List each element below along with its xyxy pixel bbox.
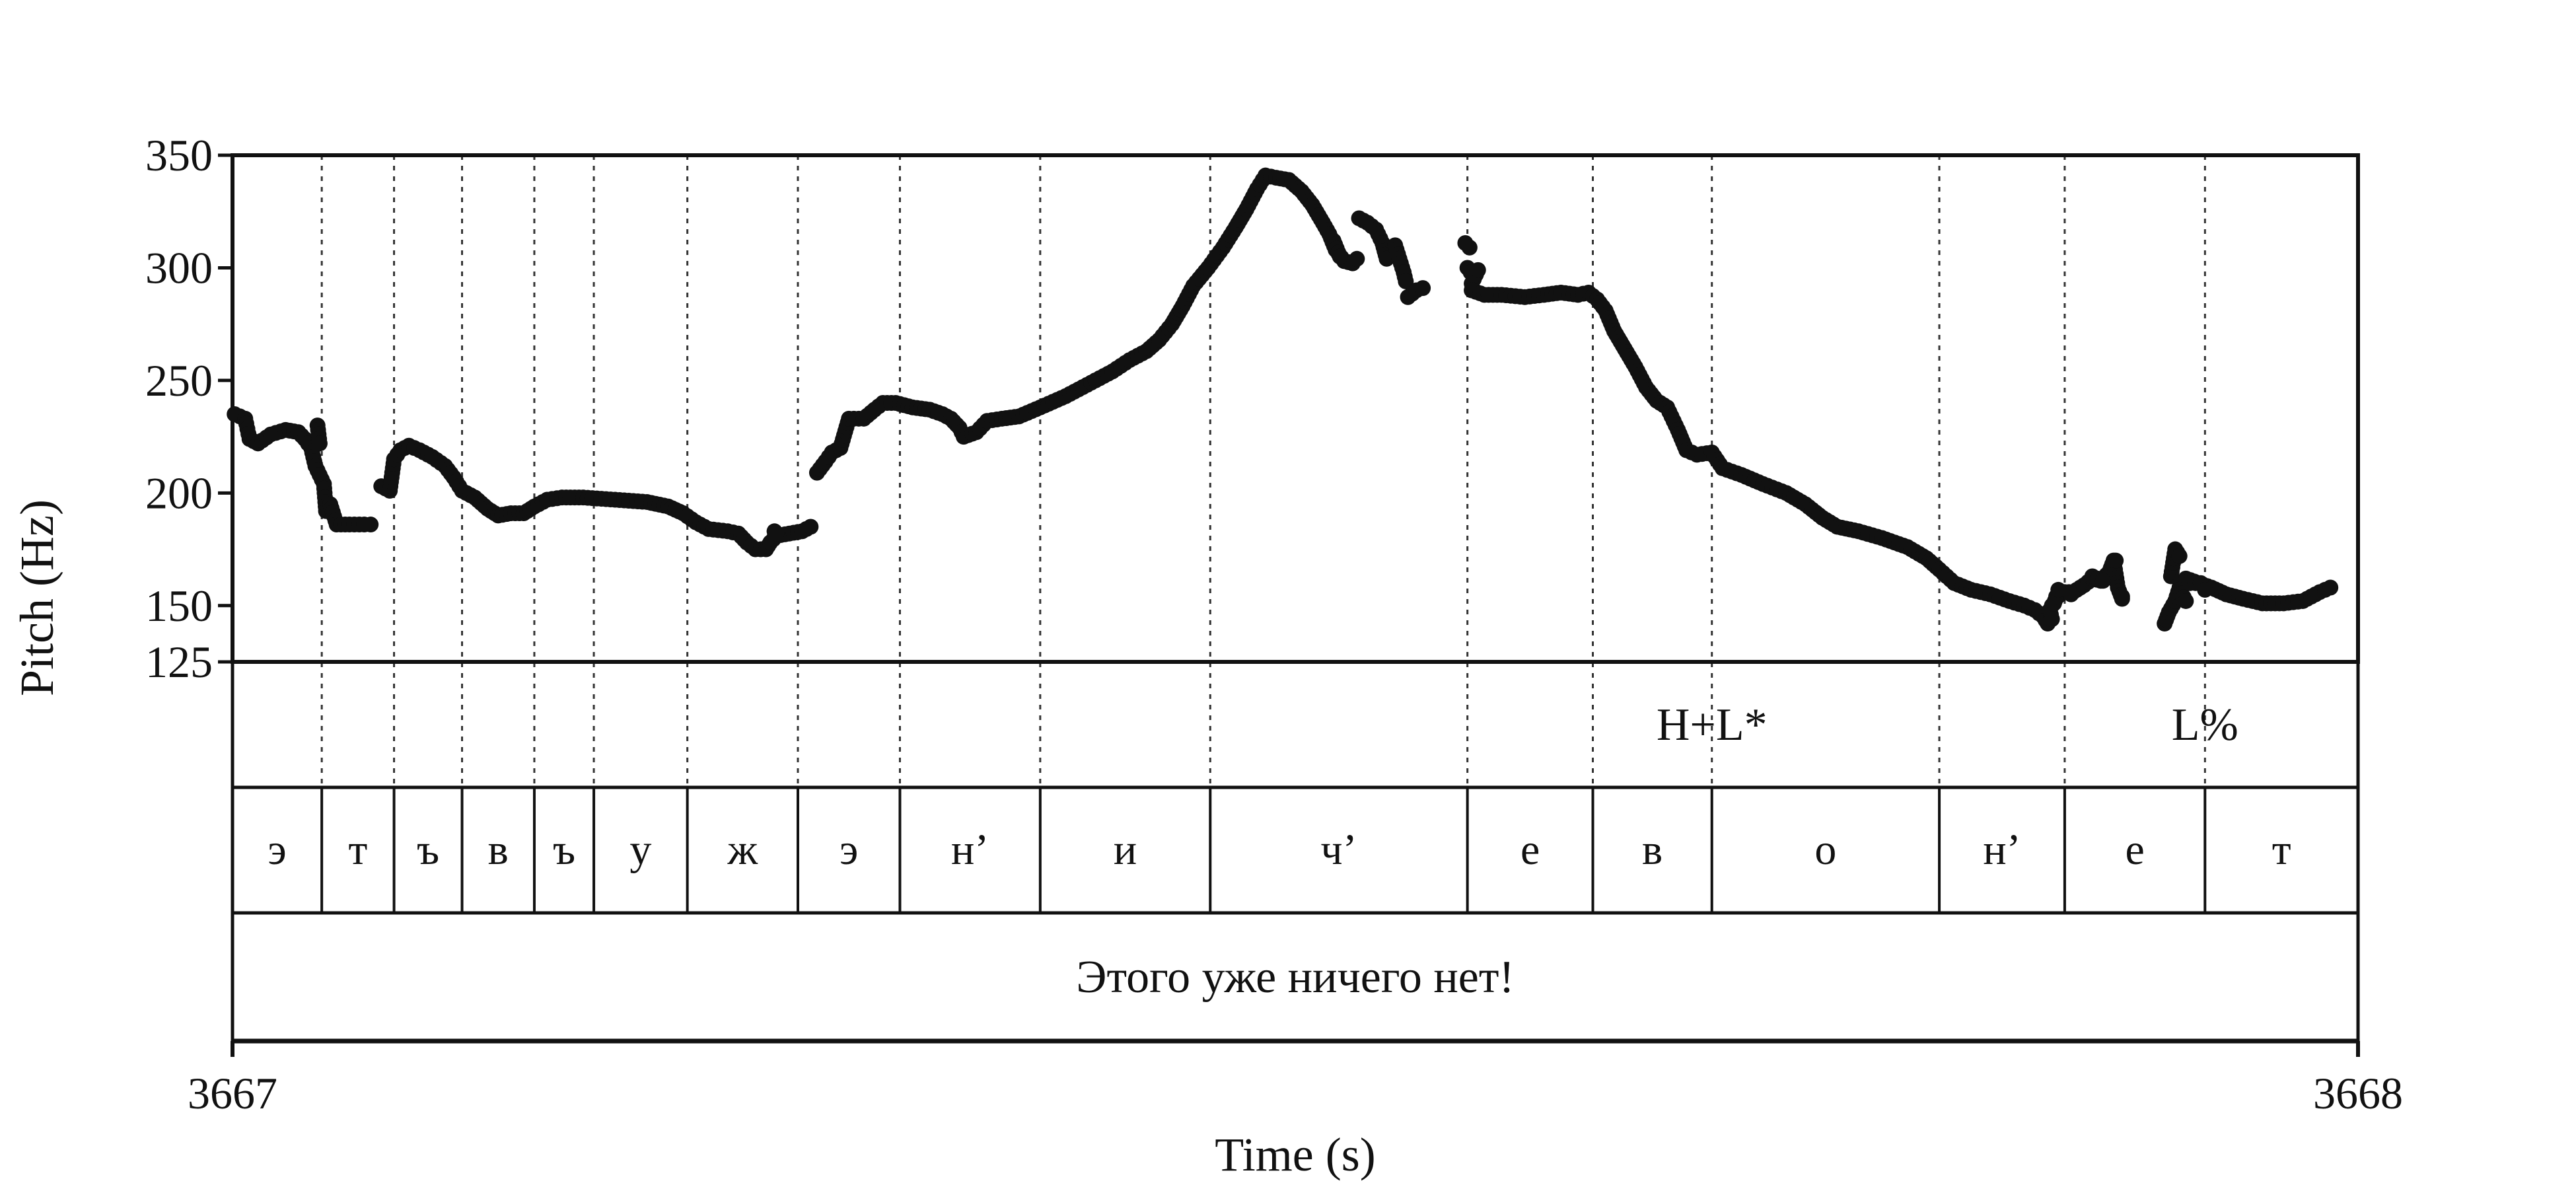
segment-label: ж [727, 826, 758, 874]
segment-label: т [2272, 826, 2291, 874]
y-tick-label: 250 [145, 355, 213, 406]
tone-tier-frame [231, 660, 2360, 789]
x-tick-label: 3667 [188, 1068, 277, 1118]
tone-label: L% [2172, 700, 2238, 750]
pitch-point [2197, 581, 2213, 598]
segment-label: т [348, 826, 367, 874]
word-tier-label: Этого уже ничего нет! [1076, 952, 1515, 1003]
y-tick-label: 150 [145, 581, 213, 631]
pitch-point [2108, 552, 2124, 569]
pitch-point [1415, 280, 1431, 297]
pitch-point [2063, 586, 2079, 602]
pitch-point [2114, 589, 2130, 605]
segment-tier: э т ъ в ъ у ж э н’ и ч’ е в о н’ е т [268, 826, 2291, 874]
segment-label: в [488, 826, 509, 874]
segment-label: ъ [553, 826, 575, 874]
pitch-point [2171, 548, 2188, 564]
segment-label: и [1114, 826, 1137, 874]
pitch-point [2322, 579, 2339, 596]
pitch-point [1349, 250, 1365, 267]
x-axis-ticks: 3667 3668 [188, 1041, 2403, 1118]
segment-boundary-lines [320, 155, 2207, 913]
segment-label: н’ [1983, 826, 2021, 874]
pitch-point [768, 525, 785, 542]
segment-label: о [1814, 826, 1836, 874]
y-tick-label: 300 [145, 242, 213, 293]
pitch-point [1470, 262, 1486, 278]
segment-label: ъ [417, 826, 439, 874]
segment-tier-frame [231, 785, 2360, 915]
x-tick-label: 3668 [2313, 1068, 2403, 1118]
tone-tier: H+L* L% [1657, 700, 2238, 750]
segment-label: у [629, 826, 651, 874]
y-axis-title: Pitch (Hz) [11, 499, 63, 696]
pitch-plot-frame [231, 153, 2360, 664]
y-tick-label: 125 [145, 637, 213, 687]
x-axis-title: Time (s) [1215, 1128, 1375, 1181]
pitch-point [363, 517, 379, 533]
pitch-track [227, 167, 2339, 632]
pitch-point [2094, 573, 2111, 589]
segment-label: е [2125, 826, 2144, 874]
pitch-point [2050, 581, 2067, 598]
y-tick-label: 350 [145, 130, 213, 180]
segment-label: в [1642, 826, 1663, 874]
pitch-point [1461, 239, 1478, 256]
tone-label: H+L* [1657, 700, 1768, 750]
segment-label: э [268, 826, 286, 874]
pitch-point [1398, 273, 1414, 289]
segment-label: е [1521, 826, 1540, 874]
y-axis-ticks: 350 300 250 200 150 125 [145, 130, 233, 687]
segment-label: ч’ [1320, 826, 1357, 874]
pitch-point [311, 435, 328, 452]
segment-label: э [840, 826, 858, 874]
pitch-point [803, 519, 819, 535]
pitch-point [2178, 593, 2194, 609]
segment-label: н’ [951, 826, 989, 874]
y-tick-label: 200 [145, 468, 213, 518]
pitch-point [1332, 248, 1348, 265]
pitch-point [2044, 611, 2060, 628]
